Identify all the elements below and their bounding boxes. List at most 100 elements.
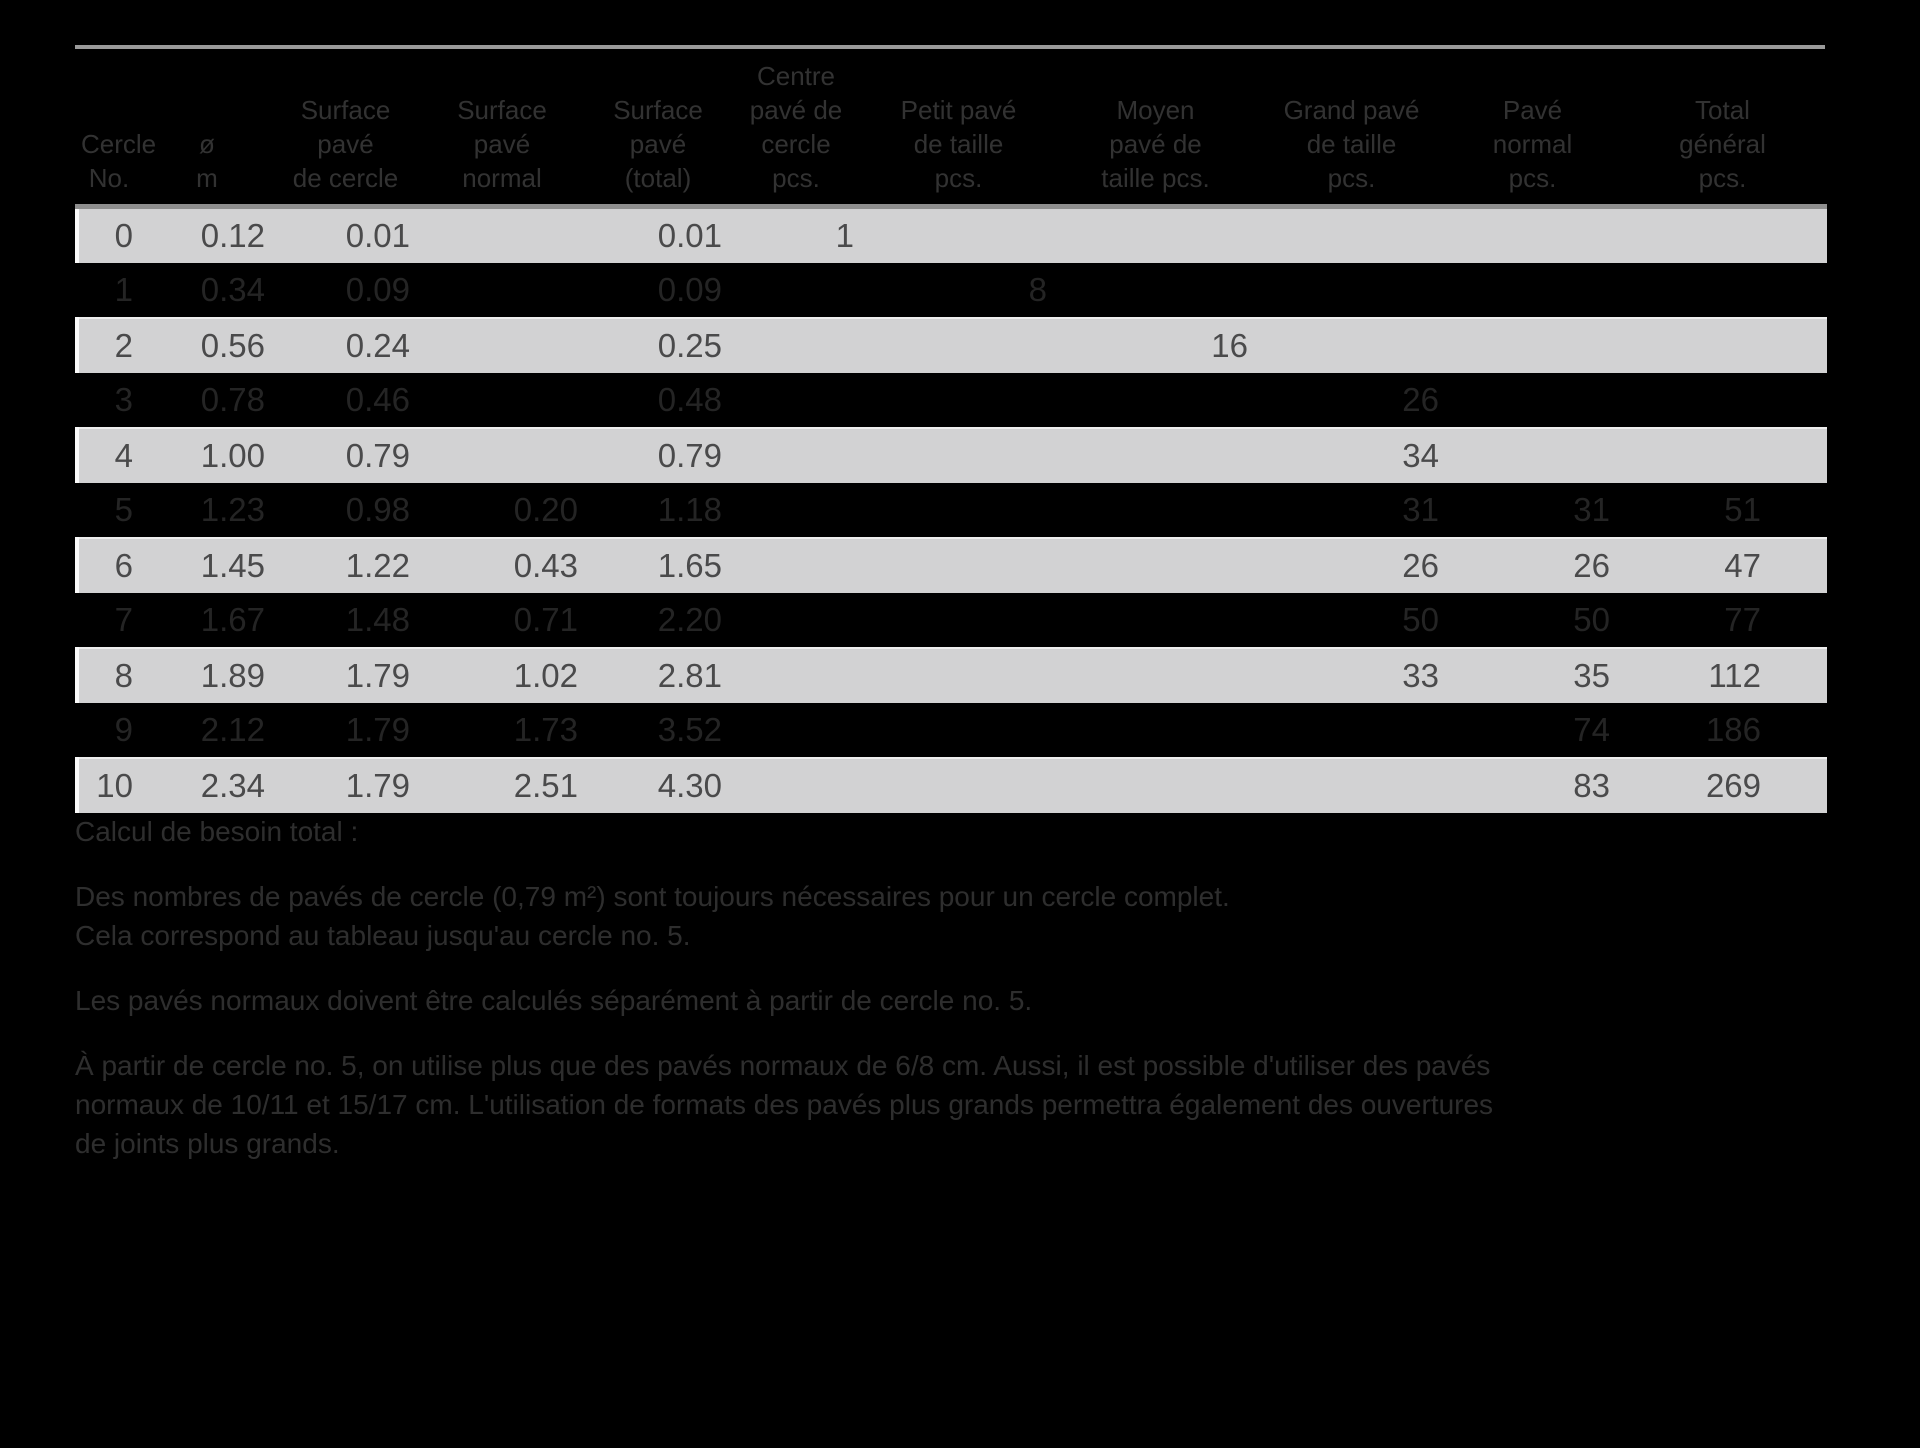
table-cell — [1256, 757, 1447, 813]
notes-paragraph-1-line-1: Des nombres de pavés de cercle (0,79 m²)… — [75, 881, 1230, 912]
notes-heading: Calcul de besoin total : — [75, 816, 359, 847]
table-cell — [1055, 483, 1256, 538]
table-cell — [1055, 647, 1256, 703]
table-cell: 0.01 — [586, 205, 730, 263]
notes-paragraph-2: Les pavés normaux doivent être calculés … — [75, 985, 1033, 1016]
column-header: Cercle No. — [81, 129, 157, 193]
notes-paragraph-3: À partir de cercle no. 5, on utilise plu… — [75, 1050, 1494, 1159]
table-cell — [862, 537, 1055, 593]
column-header: Centre pavé de cercle pcs. — [749, 61, 843, 193]
table-cell — [1618, 427, 1827, 483]
column-header: Pavé normal pcs. — [1492, 95, 1573, 193]
table-cell: 0.01 — [273, 205, 418, 263]
table-cell: 0.79 — [586, 427, 730, 483]
table-cell — [1055, 263, 1256, 318]
table-cell: 2.12 — [141, 703, 273, 758]
table-cell: 26 — [1447, 537, 1618, 593]
table-cell — [730, 373, 862, 428]
table-cell — [1256, 205, 1447, 263]
table-cell: 2 — [75, 317, 141, 373]
table-cell — [1055, 757, 1256, 813]
table-cell: 77 — [1618, 593, 1827, 648]
table-section: Cercle No. ø m Surface pavé de cercle Surface pa… — [75, 45, 1827, 813]
table-cell — [862, 427, 1055, 483]
table-cell: 1.79 — [273, 647, 418, 703]
table-cell — [1618, 317, 1827, 373]
column-header: Surface pavé (total) — [613, 95, 703, 193]
table-cell: 186 — [1618, 703, 1827, 758]
table-cell: 1.89 — [141, 647, 273, 703]
table-cell: 9 — [77, 703, 141, 758]
table-cell — [418, 317, 586, 373]
table-cell: 1.23 — [141, 483, 273, 538]
table-cell: 0.79 — [273, 427, 418, 483]
table-cell: 8 — [862, 263, 1055, 318]
table-cell: 33 — [1256, 647, 1447, 703]
table-cell — [1256, 703, 1447, 758]
notes-paragraph-1-line-2: Cela correspond au tableau jusqu'au cerc… — [75, 920, 691, 951]
table-cell: 6 — [75, 537, 141, 593]
table-cell: 1.65 — [586, 537, 730, 593]
table-cell — [730, 483, 862, 538]
table-cell — [1055, 537, 1256, 593]
table-cell: 0.46 — [273, 373, 418, 428]
table-cell: 0.78 — [141, 373, 273, 428]
table-cell: 0.34 — [141, 263, 273, 318]
table-cell — [862, 373, 1055, 428]
paving-circle-table: Cercle No. ø m Surface pavé de cercle Surface pa… — [75, 49, 1827, 813]
table-cell: 26 — [1256, 537, 1447, 593]
table-cell: 1.22 — [273, 537, 418, 593]
table-cell — [1256, 317, 1447, 373]
table-cell — [418, 373, 586, 428]
table-cell: 1.67 — [141, 593, 273, 648]
table-cell: 0.71 — [418, 593, 586, 648]
table-cell: 10 — [75, 757, 141, 813]
table-cell — [730, 317, 862, 373]
table-cell — [1618, 263, 1827, 318]
table-cell — [418, 427, 586, 483]
table-cell: 4.30 — [586, 757, 730, 813]
table-cell — [1447, 205, 1618, 263]
table-cell — [730, 703, 862, 758]
column-header: Surface pavé de cercle — [292, 95, 399, 193]
table-cell: 2.81 — [586, 647, 730, 703]
table-row: 7 1.67 1.48 0.71 2.20 50 50 77 — [77, 593, 1827, 648]
table-cell — [862, 757, 1055, 813]
table-row: 0 0.12 0.01 0.01 1 — [75, 205, 1827, 263]
table-cell — [730, 757, 862, 813]
table-row: 9 2.12 1.79 1.73 3.52 74 186 — [77, 703, 1827, 758]
table-cell: 2.20 — [586, 593, 730, 648]
column-header: Petit pavé de taille pcs. — [900, 95, 1017, 193]
table-cell — [730, 263, 862, 318]
table-cell: 5 — [77, 483, 141, 538]
table-cell: 16 — [1055, 317, 1256, 373]
top-divider — [75, 45, 1825, 49]
table-cell — [1447, 427, 1618, 483]
table-cell — [862, 593, 1055, 648]
notes-section: Calcul de besoin total : Des nombres de … — [75, 812, 1505, 1163]
table-cell: 112 — [1618, 647, 1827, 703]
table-cell — [1055, 593, 1256, 648]
table-cell: 50 — [1256, 593, 1447, 648]
table-cell: 1.00 — [141, 427, 273, 483]
table-cell: 1.48 — [273, 593, 418, 648]
table-header-row: Cercle No. ø m Surface pavé de cercle Surface pa… — [77, 49, 1827, 207]
table-cell — [1256, 263, 1447, 318]
table-cell: 0.20 — [418, 483, 586, 538]
table-cell: 0.98 — [273, 483, 418, 538]
table-body: 0 0.12 0.01 0.01 1 1 0.34 0.09 0.09 8 2 0.56 0.24 0.2… — [75, 205, 1827, 813]
table-cell: 1 — [730, 205, 862, 263]
table-cell — [862, 483, 1055, 538]
table-cell — [1055, 205, 1256, 263]
table-cell: 1.79 — [273, 757, 418, 813]
table-cell: 0.48 — [586, 373, 730, 428]
table-cell: 74 — [1447, 703, 1618, 758]
table-cell — [730, 537, 862, 593]
table-cell — [730, 427, 862, 483]
table-cell — [1447, 373, 1618, 428]
table-cell: 269 — [1618, 757, 1827, 813]
table-cell — [1618, 373, 1827, 428]
table-cell: 2.51 — [418, 757, 586, 813]
